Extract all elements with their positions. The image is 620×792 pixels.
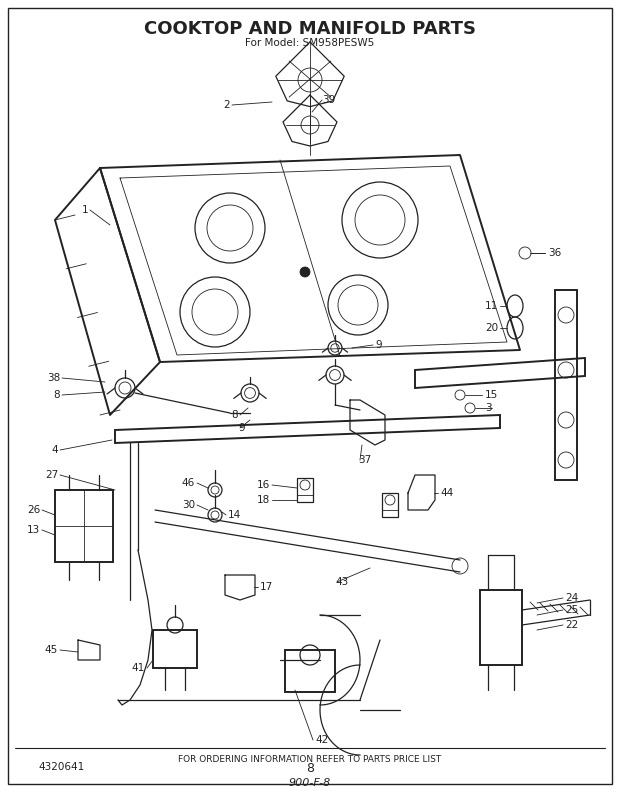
Text: 14: 14 bbox=[228, 510, 241, 520]
Text: COOKTOP AND MANIFOLD PARTS: COOKTOP AND MANIFOLD PARTS bbox=[144, 20, 476, 38]
Text: 46: 46 bbox=[182, 478, 195, 488]
Text: 39: 39 bbox=[322, 95, 335, 105]
Text: 24: 24 bbox=[565, 593, 578, 603]
Text: 30: 30 bbox=[182, 500, 195, 510]
Text: 2: 2 bbox=[223, 100, 230, 110]
Text: FOR ORDERING INFORMATION REFER TO PARTS PRICE LIST: FOR ORDERING INFORMATION REFER TO PARTS … bbox=[179, 755, 441, 764]
Text: 37: 37 bbox=[358, 455, 371, 465]
Text: 8: 8 bbox=[231, 410, 238, 420]
Text: 38: 38 bbox=[46, 373, 60, 383]
Text: 8: 8 bbox=[53, 390, 60, 400]
Text: 9: 9 bbox=[238, 423, 245, 433]
Text: 9: 9 bbox=[375, 340, 382, 350]
Text: 8: 8 bbox=[306, 762, 314, 775]
Text: 44: 44 bbox=[440, 488, 453, 498]
Text: 16: 16 bbox=[257, 480, 270, 490]
Circle shape bbox=[300, 267, 310, 277]
Text: 36: 36 bbox=[548, 248, 561, 258]
Text: 1: 1 bbox=[81, 205, 88, 215]
Text: 4: 4 bbox=[51, 445, 58, 455]
Text: 22: 22 bbox=[565, 620, 578, 630]
Text: 17: 17 bbox=[260, 582, 273, 592]
Text: 45: 45 bbox=[45, 645, 58, 655]
Text: 26: 26 bbox=[27, 505, 40, 515]
Text: 15: 15 bbox=[485, 390, 498, 400]
Text: 25: 25 bbox=[565, 605, 578, 615]
Text: 42: 42 bbox=[315, 735, 328, 745]
Text: 41: 41 bbox=[131, 663, 145, 673]
Text: 20: 20 bbox=[485, 323, 498, 333]
Text: 13: 13 bbox=[27, 525, 40, 535]
Text: 43: 43 bbox=[335, 577, 348, 587]
Text: 27: 27 bbox=[45, 470, 58, 480]
Text: For Model: SM958PESW5: For Model: SM958PESW5 bbox=[246, 38, 374, 48]
Text: 900-F-8: 900-F-8 bbox=[289, 778, 331, 788]
Text: 3: 3 bbox=[485, 403, 492, 413]
Text: 18: 18 bbox=[257, 495, 270, 505]
Text: 11: 11 bbox=[485, 301, 498, 311]
Text: 4320641: 4320641 bbox=[38, 762, 84, 772]
